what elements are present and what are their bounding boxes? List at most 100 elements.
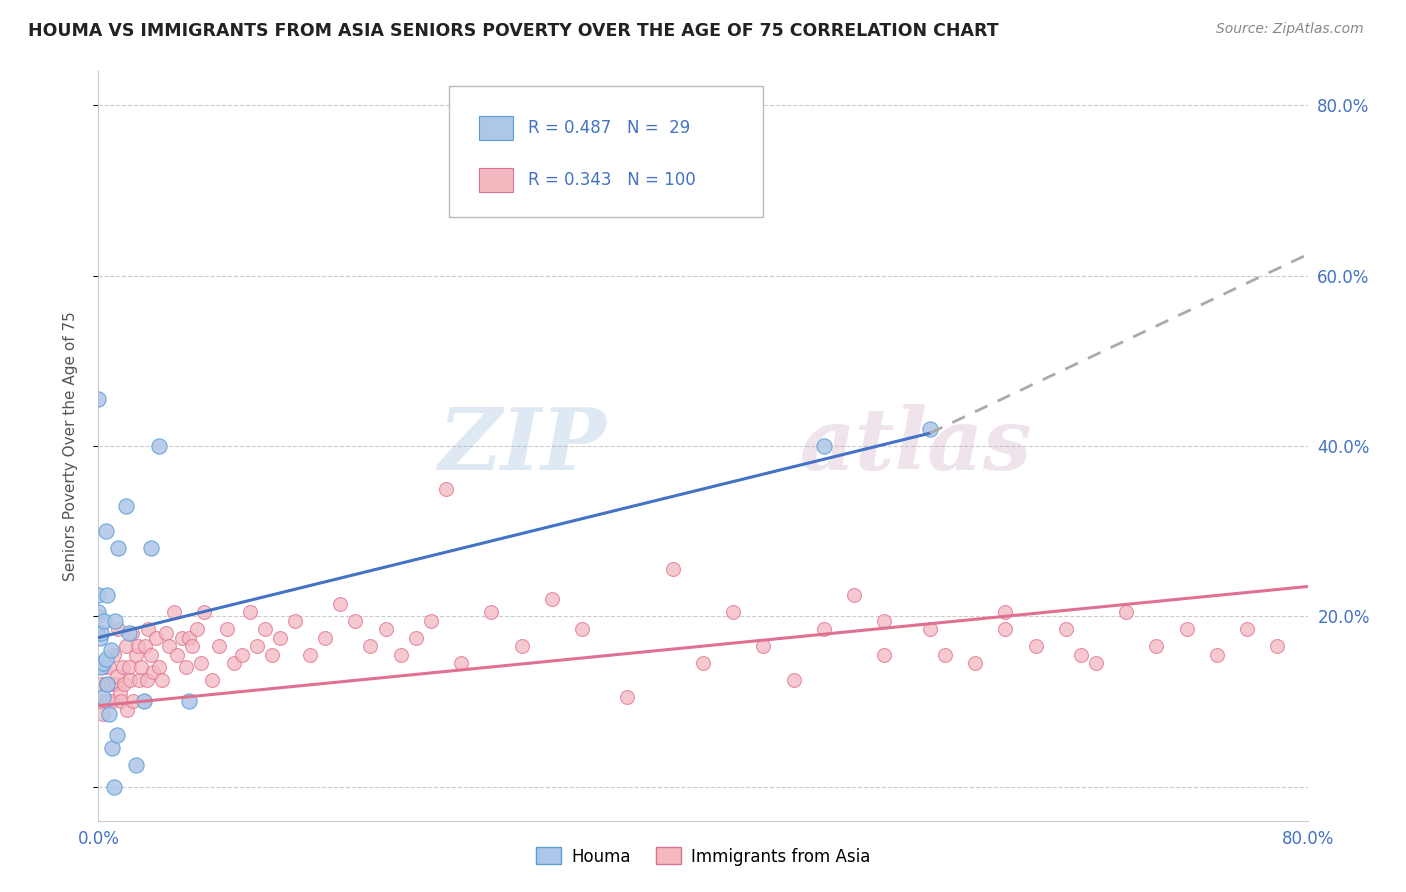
Point	[136, 622, 159, 636]
Point	[107, 622, 129, 636]
Point	[121, 626, 143, 640]
Point	[104, 614, 127, 628]
Text: R = 0.487   N =  29: R = 0.487 N = 29	[527, 119, 690, 136]
Point	[1054, 622, 1077, 636]
Point	[142, 665, 165, 679]
Point	[94, 652, 117, 666]
Point	[1267, 639, 1289, 653]
Point	[723, 605, 745, 619]
Bar	[479, 168, 513, 192]
Point	[98, 707, 121, 722]
Point	[93, 614, 115, 628]
Point	[873, 648, 896, 662]
Point	[813, 439, 835, 453]
Point	[94, 677, 117, 691]
Point	[181, 639, 204, 653]
Point	[661, 562, 683, 576]
Point	[186, 622, 208, 636]
Point	[155, 626, 177, 640]
Point	[90, 677, 112, 691]
Point	[112, 677, 135, 691]
Point	[616, 690, 638, 705]
Point	[107, 541, 129, 556]
Point	[94, 524, 117, 538]
Point	[87, 588, 110, 602]
Point	[1085, 656, 1108, 670]
Point	[111, 660, 134, 674]
Point	[122, 694, 145, 708]
Point	[118, 626, 141, 640]
Point	[1070, 648, 1092, 662]
Point	[179, 694, 201, 708]
Point	[994, 622, 1017, 636]
FancyBboxPatch shape	[449, 87, 763, 218]
Point	[132, 694, 155, 708]
Point	[918, 422, 941, 436]
Point	[150, 673, 173, 688]
Point	[103, 648, 125, 662]
Point	[1144, 639, 1167, 653]
Point	[873, 614, 896, 628]
Point	[360, 639, 382, 653]
Point	[105, 669, 128, 683]
Y-axis label: Seniors Poverty Over the Age of 75: Seniors Poverty Over the Age of 75	[63, 311, 77, 581]
Point	[104, 677, 127, 691]
Point	[87, 392, 110, 407]
Point	[934, 648, 956, 662]
Point	[100, 643, 122, 657]
Text: atlas: atlas	[800, 404, 1032, 488]
Point	[284, 614, 307, 628]
Text: Source: ZipAtlas.com: Source: ZipAtlas.com	[1216, 22, 1364, 37]
Point	[510, 639, 533, 653]
Point	[96, 677, 118, 691]
Point	[100, 677, 122, 691]
Point	[344, 614, 367, 628]
Point	[90, 660, 112, 674]
Point	[114, 639, 136, 653]
Point	[87, 605, 110, 619]
Point	[231, 648, 253, 662]
Point	[141, 541, 163, 556]
Point	[752, 639, 775, 653]
Text: ZIP: ZIP	[439, 404, 606, 488]
Point	[91, 690, 114, 705]
Point	[96, 694, 118, 708]
Point	[481, 605, 503, 619]
Point	[134, 639, 156, 653]
Point	[1236, 622, 1258, 636]
Point	[374, 622, 396, 636]
Point	[148, 660, 170, 674]
Point	[208, 639, 231, 653]
Point	[994, 605, 1017, 619]
Point	[299, 648, 322, 662]
Point	[179, 631, 201, 645]
Point	[253, 622, 276, 636]
Point	[89, 631, 111, 645]
Point	[389, 648, 412, 662]
Point	[224, 656, 246, 670]
Point	[314, 631, 336, 645]
Point	[145, 631, 167, 645]
Point	[89, 694, 111, 708]
Point	[571, 622, 593, 636]
Point	[692, 656, 714, 670]
Point	[101, 694, 124, 708]
Text: HOUMA VS IMMIGRANTS FROM ASIA SENIORS POVERTY OVER THE AGE OF 75 CORRELATION CHA: HOUMA VS IMMIGRANTS FROM ASIA SENIORS PO…	[28, 22, 998, 40]
Point	[90, 626, 112, 640]
Point	[148, 439, 170, 453]
Point	[91, 656, 114, 670]
Point	[813, 622, 835, 636]
Point	[1206, 648, 1229, 662]
Point	[118, 660, 141, 674]
Point	[170, 631, 193, 645]
Point	[201, 673, 224, 688]
Point	[135, 673, 157, 688]
Point	[93, 660, 115, 674]
Point	[783, 673, 806, 688]
Point	[101, 741, 124, 756]
Point	[125, 648, 148, 662]
Point	[128, 673, 150, 688]
Point	[91, 707, 114, 722]
Point	[215, 622, 238, 636]
Point	[405, 631, 427, 645]
